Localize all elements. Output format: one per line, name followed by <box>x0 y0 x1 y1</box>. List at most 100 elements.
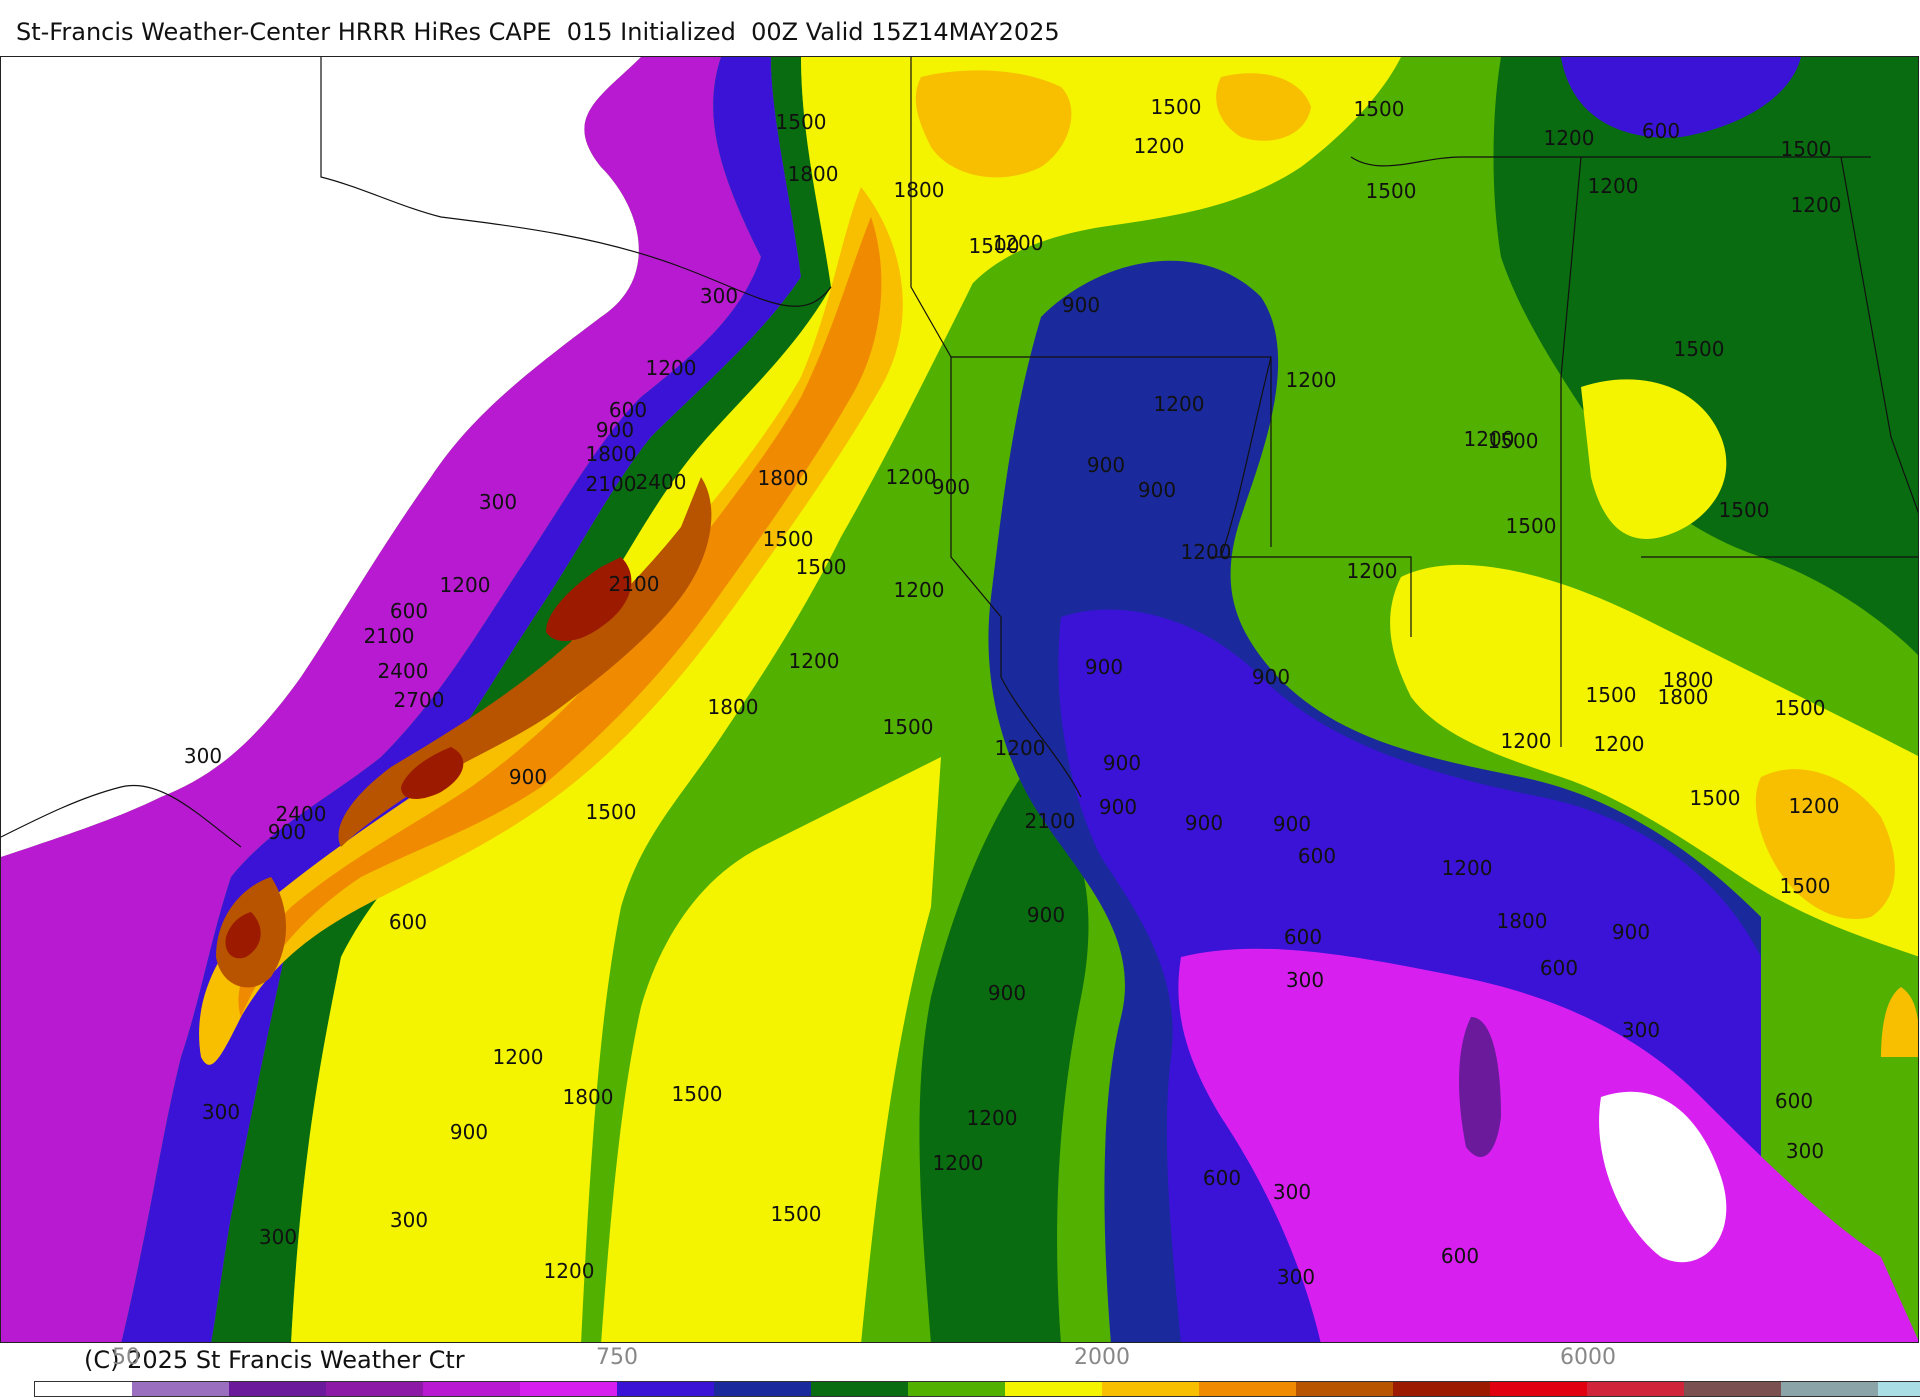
contour-label: 1200 <box>995 736 1046 760</box>
colorbar-swatch <box>1102 1382 1199 1396</box>
cape-1200-band-gulf <box>919 777 1089 1342</box>
contour-label: 1800 <box>1663 668 1714 692</box>
cape-1200-band-east <box>1493 57 1918 656</box>
contour-label: 1200 <box>1789 794 1840 818</box>
copyright: (C) 2025 St Francis Weather Ctr <box>84 1346 465 1374</box>
colorbar-swatch <box>132 1382 229 1396</box>
contour-label: 1200 <box>440 573 491 597</box>
legend-tick-label: 6000 <box>1560 1345 1616 1370</box>
contour-label: 900 <box>1099 795 1137 819</box>
contour-label: 1500 <box>1586 683 1637 707</box>
map-title: St-Francis Weather-Center HRRR HiRes CAP… <box>16 18 1060 46</box>
contour-label: 1200 <box>1442 856 1493 880</box>
contour-label: 1800 <box>788 162 839 186</box>
contour-label: 1500 <box>1781 137 1832 161</box>
contour-label: 1200 <box>1791 193 1842 217</box>
contour-label: 1500 <box>1690 786 1741 810</box>
contour-label: 1200 <box>1594 732 1645 756</box>
contour-label: 1500 <box>1674 337 1725 361</box>
contour-label: 1200 <box>493 1045 544 1069</box>
contour-label: 900 <box>1185 811 1223 835</box>
contour-label: 1800 <box>894 178 945 202</box>
contour-label: 600 <box>1203 1166 1241 1190</box>
contour-label: 1500 <box>1506 514 1557 538</box>
contour-label: 900 <box>1138 478 1176 502</box>
no-data-region-southeast <box>1599 1091 1727 1263</box>
contour-label: 300 <box>1786 1139 1824 1163</box>
contour-label: 1200 <box>1286 368 1337 392</box>
contour-label: 900 <box>1252 665 1290 689</box>
contour-label: 1200 <box>933 1151 984 1175</box>
contour-label: 2100 <box>1025 809 1076 833</box>
contour-label: 1200 <box>1134 134 1185 158</box>
cape-150-band-gulf <box>1459 1017 1501 1157</box>
contour-label: 1200 <box>1588 174 1639 198</box>
contour-label: 900 <box>988 981 1026 1005</box>
colorbar-swatch <box>1005 1382 1102 1396</box>
cape-1800-band-east <box>1755 769 1918 1057</box>
contour-label: 1800 <box>1497 909 1548 933</box>
contour-label: 1200 <box>1181 540 1232 564</box>
contour-label: 600 <box>1775 1089 1813 1113</box>
colorbar-swatch <box>1199 1382 1296 1396</box>
colorbar-swatch <box>714 1382 811 1396</box>
contour-label: 1200 <box>967 1106 1018 1130</box>
contour-label: 300 <box>184 744 222 768</box>
contour-label: 300 <box>390 1208 428 1232</box>
colorbar-swatch <box>35 1382 132 1396</box>
contour-label: 300 <box>1277 1265 1315 1289</box>
contour-label: 2100 <box>609 572 660 596</box>
contour-label: 1500 <box>1366 179 1417 203</box>
contour-label: 1800 <box>758 466 809 490</box>
contour-label: 1200 <box>1544 126 1595 150</box>
no-data-region-west <box>1 57 641 857</box>
cape-1800-band-north <box>915 70 1311 178</box>
contour-label: 900 <box>1027 903 1065 927</box>
contour-label: 1200 <box>993 231 1044 255</box>
contour-label: 300 <box>259 1225 297 1249</box>
contour-label: 900 <box>1085 655 1123 679</box>
contour-label: 1500 <box>1780 874 1831 898</box>
colorbar-swatch <box>229 1382 326 1396</box>
contour-label: 2400 <box>636 470 687 494</box>
colorbar-swatch <box>1393 1382 1490 1396</box>
colorbar-swatch <box>326 1382 423 1396</box>
contour-label: 600 <box>389 910 427 934</box>
contour-label: 900 <box>509 765 547 789</box>
contour-label: 1200 <box>1501 729 1552 753</box>
cape-300-band-gulf <box>1178 948 1918 1342</box>
legend-tick-label: 750 <box>596 1345 638 1370</box>
contour-label: 1500 <box>969 234 1020 258</box>
colorbar-swatch <box>1684 1382 1781 1396</box>
contour-label: 1200 <box>789 649 840 673</box>
contour-label: 1800 <box>586 442 637 466</box>
contour-label: 1800 <box>563 1085 614 1109</box>
contour-label: 300 <box>1622 1018 1660 1042</box>
cape-600-band-northeast <box>1561 57 1801 138</box>
contour-label: 600 <box>609 398 647 422</box>
contour-label: 600 <box>1642 119 1680 143</box>
legend-tick-label: 50 <box>112 1345 140 1370</box>
contour-label: 1500 <box>1151 95 1202 119</box>
contour-label: 1500 <box>1719 498 1770 522</box>
contour-label: 900 <box>1612 920 1650 944</box>
contour-label: 1200 <box>1154 392 1205 416</box>
contour-label: 1500 <box>586 800 637 824</box>
colorbar-swatch <box>1587 1382 1684 1396</box>
contour-label: 2100 <box>364 624 415 648</box>
cape-300-band-west <box>1 57 761 1342</box>
colorbar-swatch <box>423 1382 520 1396</box>
contour-label: 1200 <box>894 578 945 602</box>
colorbar-swatch <box>1878 1382 1920 1396</box>
contour-label: 600 <box>1441 1244 1479 1268</box>
cape-map: 1500 1800 1800 1500 1500 1200 1500 1200 600 1500 1… <box>0 56 1919 1343</box>
contour-label: 1500 <box>776 110 827 134</box>
cape-1800-band-ridge <box>199 187 903 1065</box>
legend-tick-label: 2000 <box>1074 1345 1130 1370</box>
contour-label: 2400 <box>378 659 429 683</box>
contour-label: 900 <box>450 1120 488 1144</box>
contour-label: 1200 <box>544 1259 595 1283</box>
contour-label: 300 <box>1273 1180 1311 1204</box>
contour-label: 1500 <box>796 555 847 579</box>
